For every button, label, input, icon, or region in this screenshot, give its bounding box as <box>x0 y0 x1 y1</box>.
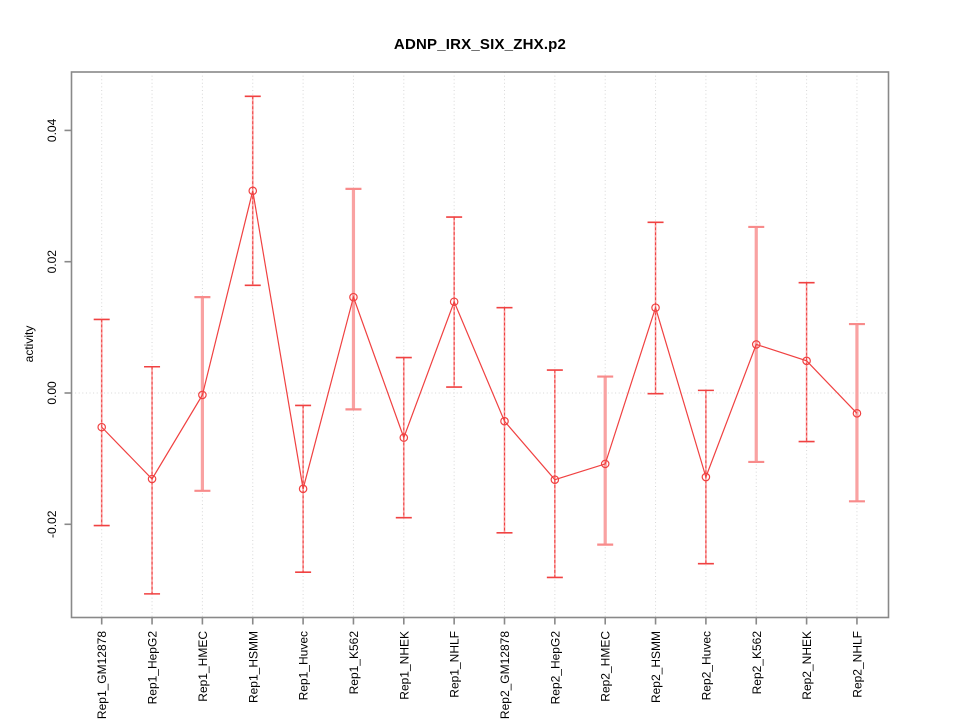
plot-frame <box>70 71 890 619</box>
y-tick-label: 0.02 <box>45 250 59 274</box>
x-tick-label: Rep1_K562 <box>347 631 361 695</box>
data-point <box>248 186 258 196</box>
y-tick-label: 0.00 <box>45 381 59 405</box>
data-point <box>802 356 811 366</box>
x-tick-label: Rep1_HepG2 <box>146 631 160 705</box>
chart-title: ADNP_IRX_SIX_ZHX.p2 <box>393 36 567 53</box>
x-tick-label: Rep2_NHEK <box>800 631 814 700</box>
x-tick-label: Rep2_NHLF <box>850 631 864 698</box>
error-bar <box>546 369 563 579</box>
error-bar <box>144 365 161 595</box>
y-tick-label: 0.04 <box>45 118 59 142</box>
data-point <box>751 340 761 349</box>
data-point <box>349 292 358 302</box>
data-point <box>550 475 560 484</box>
error-bar <box>798 281 815 443</box>
data-point <box>147 474 157 484</box>
x-tick-label: Rep2_HepG2 <box>548 631 562 705</box>
x-tick-label: Rep2_GM12878 <box>498 631 512 719</box>
x-tick-label: Rep1_NHEK <box>397 631 411 700</box>
x-tick-label: Rep1_HMEC <box>196 631 210 702</box>
x-tick-label: Rep1_GM12878 <box>95 631 109 719</box>
data-point <box>600 459 610 469</box>
x-tick-label: Rep1_HSMM <box>246 631 260 703</box>
series-line <box>101 190 858 489</box>
data-point <box>97 422 107 432</box>
data-point <box>651 303 660 312</box>
data-point <box>852 409 862 418</box>
x-tick-label: Rep1_NHLF <box>448 631 462 698</box>
y-tick-label: -0.02 <box>45 510 59 538</box>
x-tick-label: Rep2_HSMM <box>649 631 663 703</box>
data-point <box>298 484 308 494</box>
data-point <box>399 433 409 442</box>
x-tick-label: Rep2_K562 <box>750 631 764 695</box>
error-bar <box>93 318 110 527</box>
x-tick-label: Rep1_Huvec <box>297 631 311 700</box>
data-point <box>449 297 459 307</box>
data-point <box>701 472 711 482</box>
x-tick-label: Rep2_Huvec <box>699 631 713 700</box>
data-point <box>500 416 509 426</box>
x-tick-label: Rep2_HMEC <box>599 631 613 702</box>
data-point <box>198 390 207 400</box>
